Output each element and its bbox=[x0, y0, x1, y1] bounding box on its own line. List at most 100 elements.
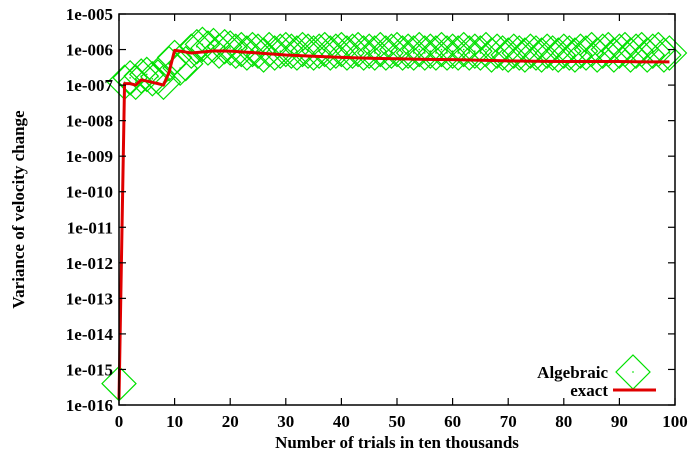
series-exact bbox=[117, 48, 670, 399]
algebraic-point bbox=[167, 45, 204, 82]
algebraic-point-dot bbox=[196, 46, 198, 48]
x-tick-label: 60 bbox=[444, 412, 461, 431]
exact-line bbox=[117, 48, 670, 399]
algebraic-point bbox=[262, 33, 299, 70]
algebraic-point bbox=[290, 33, 326, 70]
algebraic-point bbox=[317, 33, 354, 70]
algebraic-point bbox=[534, 35, 571, 71]
algebraic-point bbox=[201, 33, 237, 70]
algebraic-point bbox=[479, 33, 515, 70]
algebraic-point-dot bbox=[129, 77, 131, 79]
x-tick-label: 70 bbox=[500, 412, 517, 431]
algebraic-point bbox=[545, 33, 582, 70]
x-tick-label: 40 bbox=[333, 412, 350, 431]
algebraic-point-dot bbox=[429, 50, 432, 52]
algebraic-point bbox=[507, 37, 543, 73]
algebraic-point bbox=[229, 35, 265, 71]
y-tick-label: 1e-006 bbox=[66, 41, 113, 60]
algebraic-point bbox=[323, 31, 360, 68]
x-tick-label: 80 bbox=[555, 412, 572, 431]
x-tick-label: 90 bbox=[611, 412, 628, 431]
algebraic-point-dot bbox=[479, 52, 482, 54]
algebraic-point-dot bbox=[396, 48, 398, 51]
algebraic-point bbox=[251, 31, 287, 68]
algebraic-point bbox=[551, 35, 588, 71]
x-axis: 0 10 20 30 40 50 60 70 80 90 100 bbox=[115, 14, 688, 431]
algebraic-point-dot bbox=[451, 50, 454, 52]
algebraic-point bbox=[312, 35, 349, 71]
y-tick-label: 1e-012 bbox=[66, 254, 113, 273]
algebraic-point bbox=[495, 33, 532, 70]
algebraic-point-dot bbox=[240, 48, 243, 51]
legend-label-exact: exact bbox=[570, 381, 608, 400]
plot-frame bbox=[118, 13, 676, 406]
algebraic-point bbox=[512, 33, 549, 70]
algebraic-point bbox=[128, 56, 165, 93]
algebraic-point-dot bbox=[435, 52, 437, 54]
algebraic-point-dot bbox=[279, 50, 281, 52]
algebraic-point-dot bbox=[179, 67, 181, 69]
algebraic-point-dot bbox=[190, 50, 192, 52]
algebraic-point bbox=[529, 33, 565, 70]
algebraic-point bbox=[451, 35, 488, 71]
algebraic-point-dot bbox=[301, 48, 304, 51]
algebraic-point-dot bbox=[257, 50, 259, 52]
algebraic-point bbox=[501, 35, 538, 71]
algebraic-point-dot bbox=[657, 48, 660, 51]
algebraic-point bbox=[279, 35, 315, 71]
algebraic-point bbox=[473, 37, 510, 73]
algebraic-point bbox=[334, 33, 371, 70]
algebraic-point-dot bbox=[440, 48, 443, 51]
algebraic-point-dot bbox=[151, 78, 154, 80]
algebraic-point-dot bbox=[357, 48, 359, 51]
x-tick-label: 20 bbox=[222, 412, 239, 431]
algebraic-point-dot bbox=[668, 52, 671, 54]
algebraic-point-dot bbox=[585, 52, 587, 54]
algebraic-point bbox=[306, 31, 343, 68]
y-tick-label: 1e-009 bbox=[66, 147, 113, 166]
x-tick-label: 30 bbox=[277, 412, 294, 431]
algebraic-point bbox=[518, 35, 554, 71]
series-algebraic bbox=[101, 26, 688, 402]
legend-marker-algebraic bbox=[615, 354, 651, 390]
y-tick-label: 1e-007 bbox=[66, 76, 114, 95]
algebraic-point bbox=[568, 35, 604, 71]
x-tick-label: 0 bbox=[115, 412, 124, 431]
algebraic-point bbox=[223, 31, 260, 68]
y-axis: 1e-016 1e-015 1e-014 1e-013 1e-012 1e-011 1e-0… bbox=[66, 5, 675, 415]
algebraic-point-dot bbox=[446, 52, 448, 54]
algebraic-point bbox=[484, 35, 521, 71]
algebraic-point-dot bbox=[407, 50, 409, 52]
algebraic-point bbox=[651, 35, 688, 71]
algebraic-point-dot bbox=[223, 46, 226, 48]
x-axis-label: Number of trials in ten thousands bbox=[275, 433, 519, 452]
y-tick-label: 1e-010 bbox=[66, 183, 113, 202]
algebraic-point bbox=[234, 31, 271, 68]
legend-diamond-dot bbox=[632, 371, 634, 373]
algebraic-point bbox=[618, 33, 654, 70]
algebraic-point-dot bbox=[418, 48, 420, 51]
y-tick-label: 1e-013 bbox=[66, 289, 113, 308]
algebraic-point bbox=[145, 64, 182, 101]
algebraic-point bbox=[301, 33, 338, 70]
algebraic-point bbox=[295, 35, 332, 71]
algebraic-point bbox=[267, 31, 304, 68]
algebraic-point-dot bbox=[134, 81, 137, 83]
y-tick-label: 1e-014 bbox=[66, 325, 114, 344]
algebraic-point bbox=[162, 50, 199, 86]
algebraic-point-dot bbox=[474, 50, 476, 52]
algebraic-point bbox=[373, 33, 410, 70]
algebraic-point-dot bbox=[424, 52, 426, 54]
algebraic-point-dot bbox=[229, 47, 231, 49]
algebraic-point bbox=[123, 58, 160, 94]
algebraic-point bbox=[178, 28, 215, 65]
algebraic-point-dot bbox=[485, 48, 487, 51]
algebraic-point-dot bbox=[201, 43, 204, 46]
algebraic-point bbox=[173, 33, 210, 70]
algebraic-point-dot bbox=[463, 48, 465, 51]
algebraic-point-dot bbox=[401, 52, 404, 54]
algebraic-point-dot bbox=[157, 76, 159, 78]
algebraic-point bbox=[523, 37, 560, 73]
algebraic-point-dot bbox=[652, 50, 654, 52]
algebraic-point-dot bbox=[307, 50, 309, 52]
